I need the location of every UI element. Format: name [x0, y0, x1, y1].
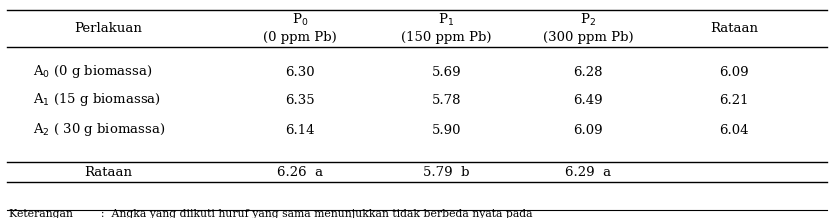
Text: (300 ppm Pb): (300 ppm Pb)	[543, 31, 633, 44]
Text: 6.29  a: 6.29 a	[565, 165, 611, 179]
Text: Perlakuan: Perlakuan	[74, 22, 143, 35]
Text: 5.69: 5.69	[431, 65, 461, 78]
Text: P$_0$: P$_0$	[292, 12, 309, 28]
Text: 6.14: 6.14	[285, 124, 315, 136]
Text: Rataan: Rataan	[710, 22, 758, 35]
Text: Keterangan        :  Angka yang diikuti huruf yang sama menunjukkan tidak berbed: Keterangan : Angka yang diikuti huruf ya…	[9, 209, 532, 218]
Text: 5.78: 5.78	[431, 94, 461, 107]
Text: 6.49: 6.49	[573, 94, 603, 107]
Text: A$_0$ (0 g biomassa): A$_0$ (0 g biomassa)	[33, 63, 153, 80]
Text: (150 ppm Pb): (150 ppm Pb)	[401, 31, 491, 44]
Text: P$_1$: P$_1$	[438, 12, 455, 28]
Text: 5.90: 5.90	[431, 124, 461, 136]
Text: 5.79  b: 5.79 b	[423, 165, 470, 179]
Text: 6.35: 6.35	[285, 94, 315, 107]
Text: Rataan: Rataan	[84, 165, 133, 179]
Text: 6.28: 6.28	[573, 65, 603, 78]
Text: 6.09: 6.09	[719, 65, 749, 78]
Text: 6.26  a: 6.26 a	[277, 165, 324, 179]
Text: (0 ppm Pb): (0 ppm Pb)	[264, 31, 337, 44]
Text: 6.04: 6.04	[719, 124, 749, 136]
Text: P$_2$: P$_2$	[580, 12, 596, 28]
Text: 6.09: 6.09	[573, 124, 603, 136]
Text: 6.30: 6.30	[285, 65, 315, 78]
Text: A$_1$ (15 g biomassa): A$_1$ (15 g biomassa)	[33, 92, 161, 109]
Text: A$_2$ ( 30 g biomassa): A$_2$ ( 30 g biomassa)	[33, 121, 165, 138]
Text: 6.21: 6.21	[719, 94, 749, 107]
